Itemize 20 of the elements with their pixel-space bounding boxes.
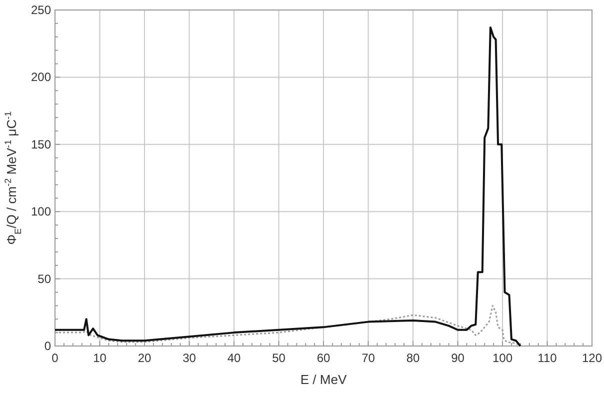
line-series [54,26,522,347]
x-tick-label: 100 [492,351,513,365]
x-tick-label: 80 [406,351,420,365]
x-tick-label: 60 [316,351,330,365]
x-tick-label: 10 [93,351,107,365]
y-tick-label: 150 [30,137,52,152]
x-tick-label: 90 [451,351,465,365]
x-tick-label: 110 [538,351,558,365]
x-tick-label: 50 [272,351,286,365]
x-tick-label: 120 [582,351,602,365]
y-tick-label: 0 [44,339,52,353]
y-tick-label: 250 [30,3,52,17]
x-axis-title: E / MeV [300,372,347,387]
x-tick-label: 30 [182,351,196,365]
x-tick-label: 20 [138,351,152,365]
y-tick-label: 100 [30,204,52,219]
y-tick-label: 50 [38,272,52,286]
y-tick-label: 200 [30,70,52,84]
x-tick-label: 70 [362,351,376,365]
x-tick-label: 40 [227,351,241,365]
